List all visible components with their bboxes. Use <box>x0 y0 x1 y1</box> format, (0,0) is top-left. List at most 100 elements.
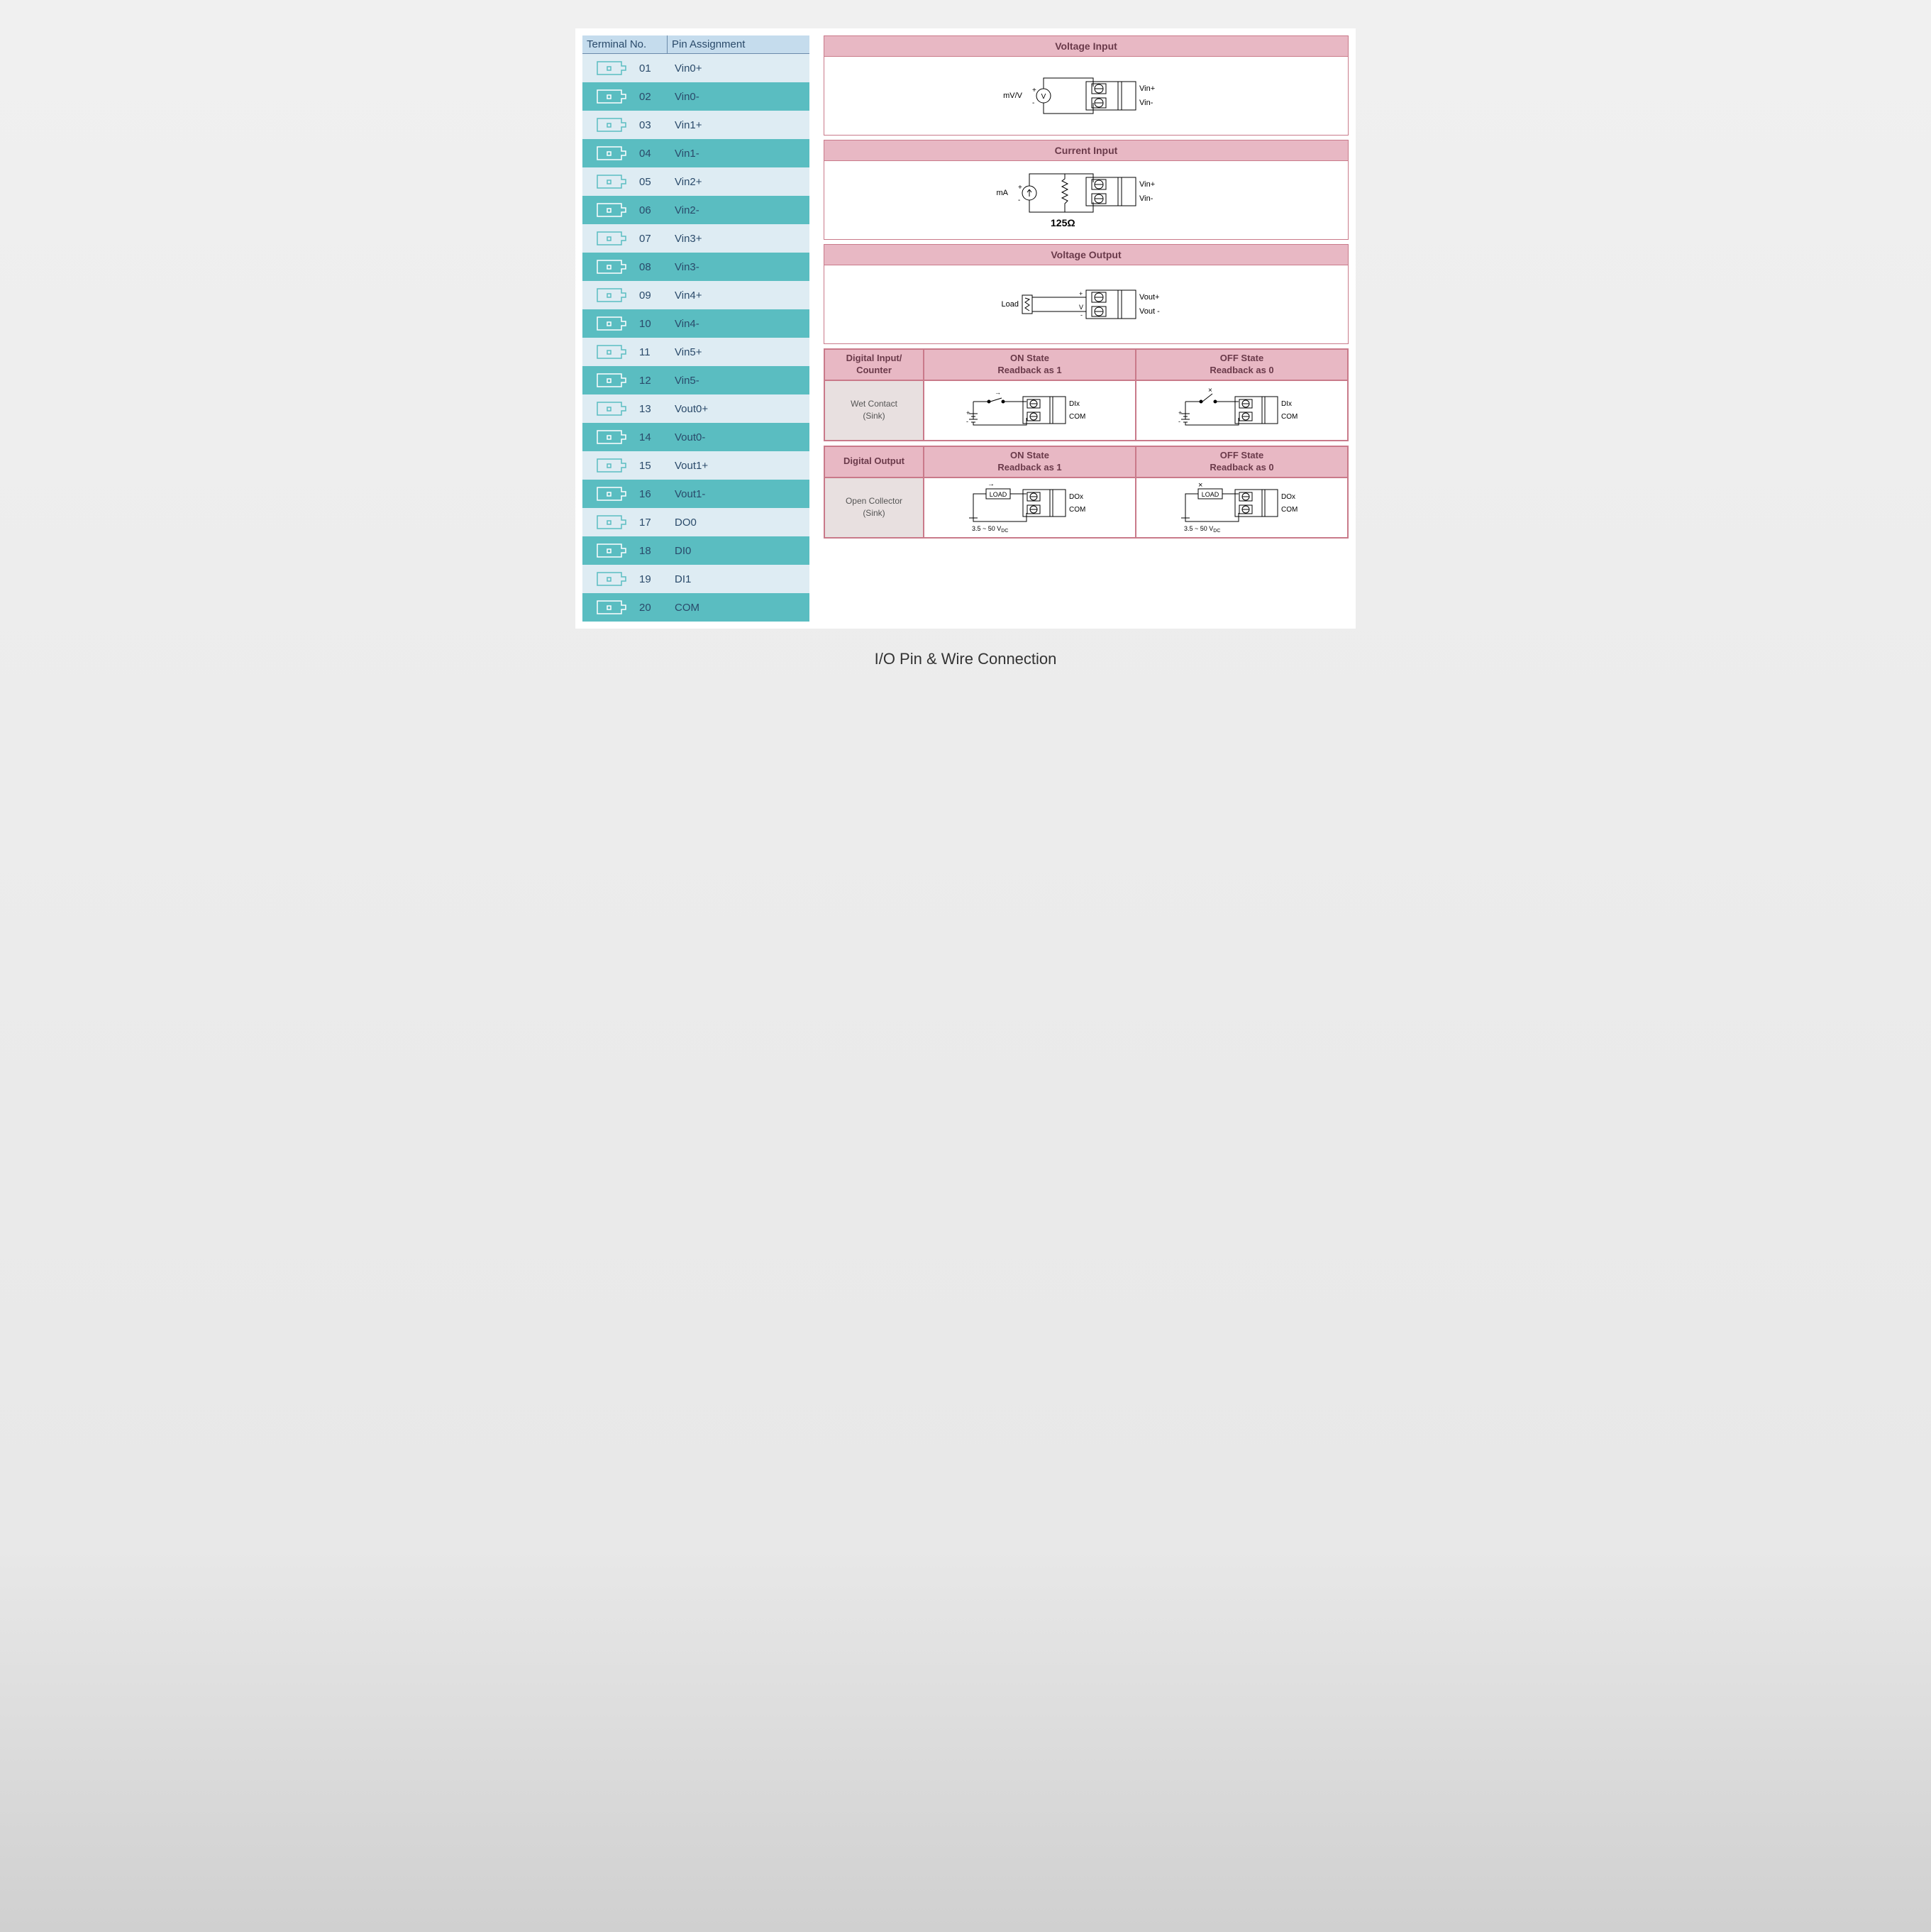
do-off-diagram: LOAD × DOx COM <box>1171 479 1313 536</box>
terminal-pin: Vout0+ <box>668 403 809 415</box>
svg-text:×: × <box>1198 481 1202 490</box>
terminal-pin: Vin2- <box>668 204 809 216</box>
di-label: Wet Contact(Sink) <box>824 380 924 441</box>
terminal-number: 12 <box>639 375 668 387</box>
terminal-pin: Vin1+ <box>668 119 809 131</box>
svg-text:LOAD: LOAD <box>989 491 1007 498</box>
terminal-number: 01 <box>639 62 668 74</box>
di-off-body: × + - <box>1136 380 1348 441</box>
svg-text:-: - <box>1032 99 1034 107</box>
terminal-row: 19 DI1 <box>582 565 809 593</box>
digital-input-grid: Digital Input/Counter ON StateReadback a… <box>824 348 1349 441</box>
svg-text:Vout -: Vout - <box>1139 307 1160 316</box>
terminal-icon <box>582 144 639 162</box>
terminal-number: 11 <box>639 346 668 358</box>
svg-text:DOx: DOx <box>1069 493 1083 501</box>
svg-text:3.5 ~ 50 VDC: 3.5 ~ 50 VDC <box>1184 525 1220 534</box>
svg-text:LOAD: LOAD <box>1201 491 1219 498</box>
wiring-diagrams: Voltage Input V mV/V + - <box>824 35 1349 622</box>
terminal-header: Terminal No. Pin Assignment <box>582 35 809 54</box>
caption: I/O Pin & Wire Connection <box>28 650 1903 668</box>
terminal-number: 08 <box>639 261 668 273</box>
terminal-row: 13 Vout0+ <box>582 394 809 423</box>
terminal-number: 18 <box>639 545 668 557</box>
di-off-header: OFF StateReadback as 0 <box>1136 349 1348 380</box>
svg-text:×: × <box>1208 387 1212 394</box>
svg-text:→: → <box>987 480 995 488</box>
terminal-row: 11 Vin5+ <box>582 338 809 366</box>
voltage-input-section: Voltage Input V mV/V + - <box>824 35 1349 136</box>
svg-text:-: - <box>1080 311 1083 319</box>
terminal-pin: Vin2+ <box>668 176 809 188</box>
current-input-diagram: mA + - 125Ω <box>973 161 1200 239</box>
terminal-row: 15 Vout1+ <box>582 451 809 480</box>
svg-text:COM: COM <box>1069 413 1085 421</box>
do-on-body: LOAD → <box>924 478 1136 538</box>
svg-text:-: - <box>1178 418 1180 425</box>
terminal-row: 06 Vin2- <box>582 196 809 224</box>
terminal-row: 08 Vin3- <box>582 253 809 281</box>
terminal-number: 19 <box>639 573 668 585</box>
terminal-number: 05 <box>639 176 668 188</box>
terminal-table: Terminal No. Pin Assignment 01 Vin0+ 02 <box>582 35 809 622</box>
voltage-output-diagram: Load + V - <box>980 272 1193 336</box>
terminal-row: 20 COM <box>582 593 809 622</box>
svg-text:+: + <box>1079 290 1083 297</box>
di-header: Digital Input/Counter <box>824 349 924 380</box>
terminal-header-col2: Pin Assignment <box>668 35 809 53</box>
terminal-icon <box>582 399 639 418</box>
terminal-icon <box>582 314 639 333</box>
terminal-number: 04 <box>639 148 668 160</box>
voltage-input-body: V mV/V + - <box>824 57 1348 135</box>
terminal-number: 07 <box>639 233 668 245</box>
svg-text:COM: COM <box>1281 413 1298 421</box>
svg-text:COM: COM <box>1069 506 1085 514</box>
terminal-row: 16 Vout1- <box>582 480 809 508</box>
terminal-pin: Vin0- <box>668 91 809 103</box>
terminal-icon <box>582 201 639 219</box>
terminal-icon <box>582 371 639 390</box>
svg-text:DIx: DIx <box>1281 400 1292 408</box>
do-off-header: OFF StateReadback as 0 <box>1136 446 1348 478</box>
di-off-diagram: × + - <box>1171 384 1313 437</box>
terminal-number: 14 <box>639 431 668 443</box>
svg-text:Vin+: Vin+ <box>1139 180 1155 189</box>
terminal-icon <box>582 258 639 276</box>
voltage-output-title: Voltage Output <box>824 245 1348 265</box>
terminal-icon <box>582 570 639 588</box>
terminal-icon <box>582 485 639 503</box>
digital-output-grid: Digital Output ON StateReadback as 1 OFF… <box>824 446 1349 539</box>
terminal-icon <box>582 456 639 475</box>
terminal-row: 17 DO0 <box>582 508 809 536</box>
terminal-icon <box>582 229 639 248</box>
terminal-number: 10 <box>639 318 668 330</box>
terminal-icon <box>582 343 639 361</box>
terminal-icon <box>582 513 639 531</box>
svg-text:125Ω: 125Ω <box>1051 217 1075 228</box>
terminal-row: 03 Vin1+ <box>582 111 809 139</box>
svg-text:DOx: DOx <box>1281 493 1295 501</box>
terminal-row: 07 Vin3+ <box>582 224 809 253</box>
terminal-icon <box>582 428 639 446</box>
voltage-input-diagram: V mV/V + - <box>980 64 1193 128</box>
terminal-number: 09 <box>639 289 668 302</box>
svg-text:V: V <box>1079 304 1083 311</box>
current-input-section: Current Input mA + - 125Ω <box>824 140 1349 240</box>
terminal-header-col1: Terminal No. <box>582 35 668 53</box>
terminal-number: 03 <box>639 119 668 131</box>
svg-text:-: - <box>966 418 968 425</box>
di-on-diagram: → + - <box>959 384 1101 437</box>
svg-text:Load: Load <box>1002 300 1019 309</box>
svg-text:mA: mA <box>997 189 1009 197</box>
svg-text:Vout+: Vout+ <box>1139 293 1159 302</box>
do-on-header: ON StateReadback as 1 <box>924 446 1136 478</box>
terminal-number: 16 <box>639 488 668 500</box>
terminal-icon <box>582 172 639 191</box>
svg-text:+: + <box>1178 409 1182 416</box>
svg-text:-: - <box>1018 197 1020 204</box>
terminal-icon <box>582 116 639 134</box>
svg-text:mV/V: mV/V <box>1003 92 1023 100</box>
terminal-pin: Vout1+ <box>668 460 809 472</box>
terminal-row: 18 DI0 <box>582 536 809 565</box>
svg-text:COM: COM <box>1281 506 1298 514</box>
